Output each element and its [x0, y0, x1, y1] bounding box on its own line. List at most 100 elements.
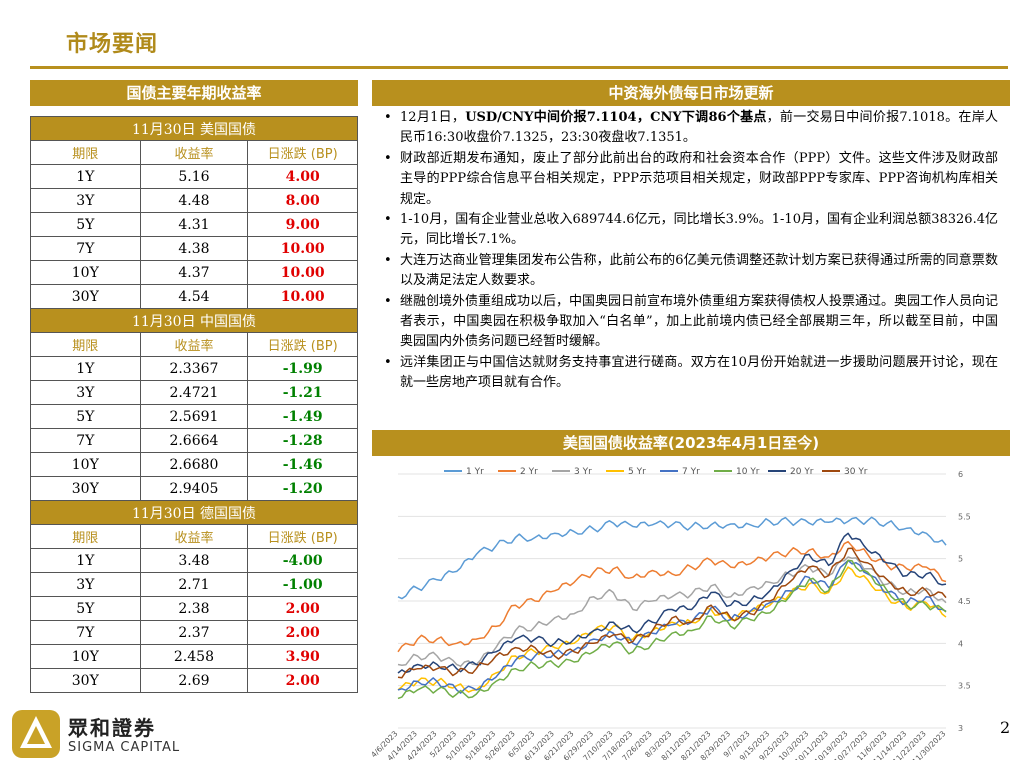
bond-yield: 2.3367 — [139, 356, 249, 381]
bond-row: 30Y 4.54 10.00 — [30, 284, 358, 309]
bond-section-title: 11月30日 中国国债 — [30, 308, 358, 333]
bond-yield: 3.48 — [139, 548, 249, 573]
bond-daily-change: 10.00 — [247, 260, 358, 285]
bond-term: 10Y — [30, 452, 141, 477]
bond-term: 3Y — [30, 572, 141, 597]
bond-term: 30Y — [30, 476, 141, 501]
bond-daily-change: -1.99 — [247, 356, 358, 381]
bond-yield: 4.48 — [139, 188, 249, 213]
y-tick-label: 5 — [958, 555, 963, 564]
bond-daily-change: 4.00 — [247, 164, 358, 189]
bond-yield: 2.4721 — [139, 380, 249, 405]
bond-row: 1Y 5.16 4.00 — [30, 164, 358, 189]
company-logo: 眾和證券 SIGMA CAPITAL — [10, 708, 210, 764]
bond-section-header: 11月30日 德国国债 — [30, 500, 358, 525]
bond-yield: 2.458 — [139, 644, 249, 669]
bond-daily-change: 9.00 — [247, 212, 358, 237]
bond-row: 3Y 2.4721 -1.21 — [30, 380, 358, 405]
news-text: 继融创境外债重组成功以后，中国奥园日前宣布境外债重组方案获得债权人投票通过。奥园… — [400, 293, 999, 350]
legend-entry: 30 Yr — [844, 467, 868, 477]
series-line — [397, 516, 947, 600]
bond-term: 10Y — [30, 644, 141, 669]
bond-row: 5Y 2.5691 -1.49 — [30, 404, 358, 429]
bond-yield: 4.37 — [139, 260, 249, 285]
bond-daily-change: 3.90 — [247, 644, 358, 669]
legend-entry: 10 Yr — [736, 467, 760, 477]
bond-column-header: 期限 — [30, 332, 141, 357]
logo-english-name: SIGMA CAPITAL — [68, 740, 181, 755]
page-number: 2 — [1000, 718, 1011, 737]
bond-term: 7Y — [30, 236, 141, 261]
bond-section-title: 11月30日 德国国债 — [30, 500, 358, 525]
series-line — [397, 547, 947, 679]
series-line — [397, 559, 947, 694]
news-text: 远洋集团正与中国信达就财务支持事宜进行磋商。双方在10月份开始就进一步援助问题展… — [400, 354, 998, 391]
news-panel-title: 中资海外债每日市场更新 — [372, 80, 1010, 106]
bond-yield: 2.6680 — [139, 452, 249, 477]
bond-daily-change: 10.00 — [247, 284, 358, 309]
bond-column-header: 收益率 — [139, 332, 249, 357]
yield-chart-svg: 33.544.555.564/6/20234/14/20234/24/20235… — [369, 456, 984, 764]
bond-yield-table: 11月30日 美国国债 期限 收益率 日涨跌 (BP) 1Y 5.16 4.00 3Y 4.48… — [30, 116, 358, 693]
bond-yield: 4.38 — [139, 236, 249, 261]
bond-term: 5Y — [30, 212, 141, 237]
bond-section-header: 11月30日 美国国债 — [30, 116, 358, 141]
series-line — [397, 532, 947, 674]
news-item: 财政部近期发布通知，废止了部分此前出台的政府和社会资本合作（PPP）文件。这些文… — [378, 149, 998, 210]
bond-daily-change: -1.46 — [247, 452, 358, 477]
news-text: ，前一交易日中间价报7.1018。在岸人民币16:30收盘价7.1325，23:… — [400, 110, 998, 146]
bond-column-header: 日涨跌 (BP) — [247, 332, 358, 357]
bond-daily-change: -1.00 — [247, 572, 358, 597]
bond-daily-change: -1.21 — [247, 380, 358, 405]
legend-entry: 2 Yr — [520, 467, 538, 477]
bond-row: 30Y 2.9405 -1.20 — [30, 476, 358, 501]
bond-row: 10Y 2.6680 -1.46 — [30, 452, 358, 477]
bond-column-header: 收益率 — [139, 524, 249, 549]
news-item: 12月1日，USD/CNY中间价报7.1104，CNY下调86个基点，前一交易日… — [378, 108, 998, 149]
sigma-logo-icon — [12, 710, 60, 758]
news-text: 大连万达商业管理集团发布公告称，此前公布的6亿美元债调整还款计划方案已获得通过所… — [400, 252, 998, 289]
bond-daily-change: 2.00 — [247, 620, 358, 645]
bond-yield: 4.31 — [139, 212, 249, 237]
bond-column-header: 日涨跌 (BP) — [247, 524, 358, 549]
y-tick-label: 6 — [958, 470, 963, 479]
bond-daily-change: -1.49 — [247, 404, 358, 429]
bond-row: 5Y 2.38 2.00 — [30, 596, 358, 621]
bond-row: 1Y 2.3367 -1.99 — [30, 356, 358, 381]
bond-daily-change: 2.00 — [247, 668, 358, 693]
bond-yield: 2.6664 — [139, 428, 249, 453]
y-tick-label: 5.5 — [958, 512, 971, 521]
legend-entry: 5 Yr — [628, 467, 646, 477]
news-item: 大连万达商业管理集团发布公告称，此前公布的6亿美元债调整还款计划方案已获得通过所… — [378, 251, 998, 292]
bond-column-header-row: 期限 收益率 日涨跌 (BP) — [30, 524, 358, 549]
bond-term: 1Y — [30, 356, 141, 381]
y-tick-label: 4 — [958, 639, 963, 648]
bond-yield: 2.5691 — [139, 404, 249, 429]
news-item: 继融创境外债重组成功以后，中国奥园日前宣布境外债重组方案获得债权人投票通过。奥园… — [378, 292, 998, 353]
bond-term: 5Y — [30, 596, 141, 621]
bond-row: 1Y 3.48 -4.00 — [30, 548, 358, 573]
bond-yield: 5.16 — [139, 164, 249, 189]
bond-yield: 2.69 — [139, 668, 249, 693]
y-tick-label: 4.5 — [958, 597, 971, 606]
legend-entry: 3 Yr — [574, 467, 592, 477]
series-line — [397, 559, 947, 700]
legend-entry: 20 Yr — [790, 467, 814, 477]
bond-row: 30Y 2.69 2.00 — [30, 668, 358, 693]
bond-daily-change: 2.00 — [247, 596, 358, 621]
bond-term: 3Y — [30, 188, 141, 213]
bond-panel-title: 国债主要年期收益率 — [30, 80, 358, 106]
news-text: 12月1日， — [400, 110, 466, 125]
y-tick-label: 3.5 — [958, 682, 971, 691]
bond-term: 7Y — [30, 620, 141, 645]
bond-row: 3Y 2.71 -1.00 — [30, 572, 358, 597]
bond-daily-change: -4.00 — [247, 548, 358, 573]
bond-term: 7Y — [30, 428, 141, 453]
bond-row: 3Y 4.48 8.00 — [30, 188, 358, 213]
bond-daily-change: -1.20 — [247, 476, 358, 501]
bond-column-header: 收益率 — [139, 140, 249, 165]
bond-yield: 4.54 — [139, 284, 249, 309]
bond-row: 10Y 4.37 10.00 — [30, 260, 358, 285]
bond-daily-change: -1.28 — [247, 428, 358, 453]
bond-term: 30Y — [30, 668, 141, 693]
